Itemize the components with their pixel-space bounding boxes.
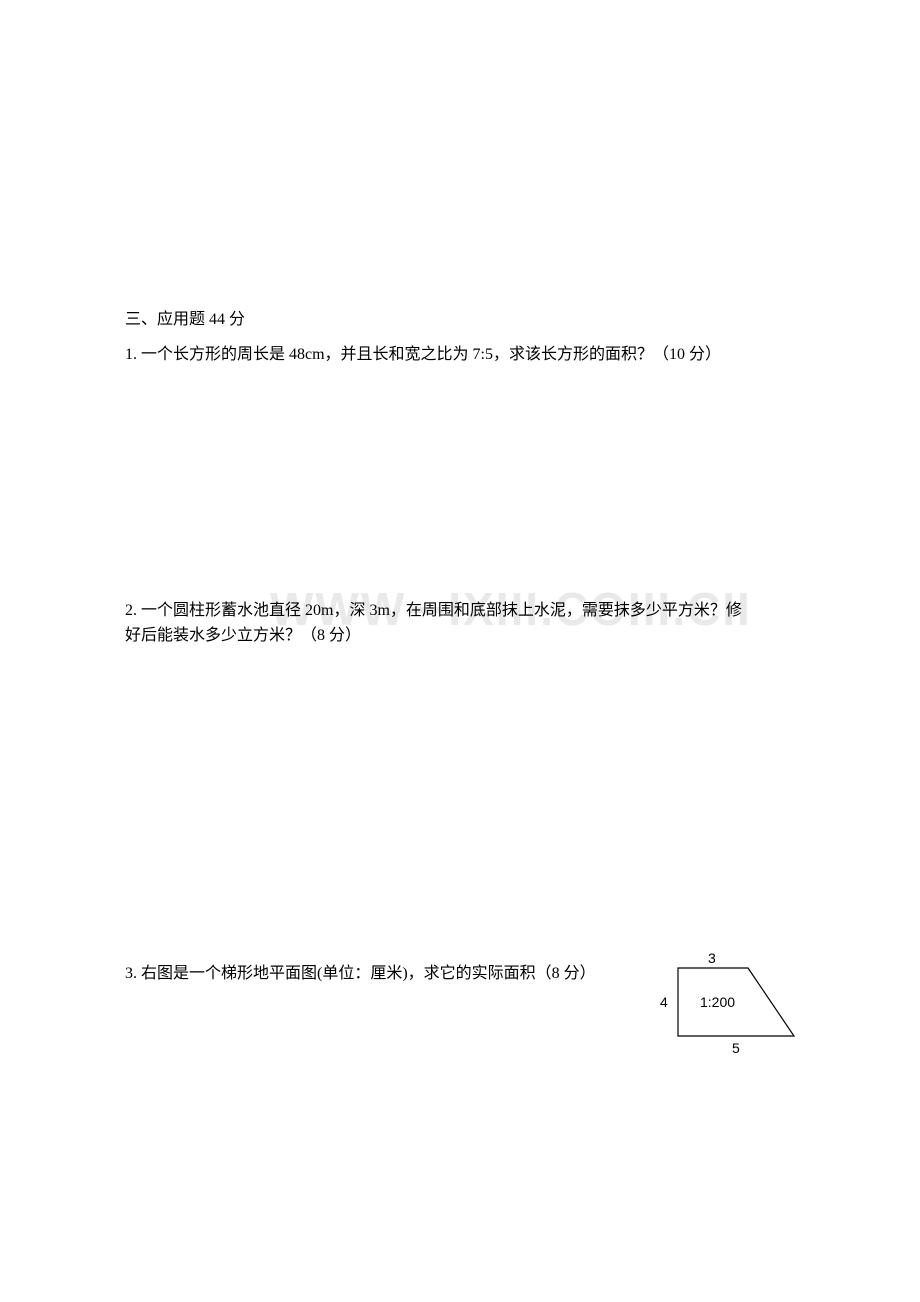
trapezoid-scale-label: 1:200 [700, 994, 735, 1010]
question-3: 3. 右图是一个梯形地平面图(单位：厘米)，求它的实际面积（8 分） [125, 963, 596, 985]
trapezoid-top-label: 3 [708, 950, 716, 966]
trapezoid-left-label: 4 [660, 994, 668, 1010]
section-header: 三、应用题 44 分 [125, 309, 245, 331]
trapezoid-diagram: 3 4 5 1:200 [660, 950, 810, 1060]
page: WWWIXIII.COIII.CII 三、应用题 44 分 1. 一个长方形的周… [0, 0, 920, 1302]
question-2-line-1: 2. 一个圆柱形蓄水池直径 20m，深 3m，在周围和底部抹上水泥，需要抹多少平… [125, 600, 742, 622]
trapezoid-bottom-label: 5 [732, 1040, 740, 1056]
trapezoid-shape [678, 968, 794, 1036]
question-2-line-2: 好后能装水多少立方米？（8 分） [125, 625, 361, 647]
question-1: 1. 一个长方形的周长是 48cm，并且长和宽之比为 7:5，求该长方形的面积？… [125, 344, 721, 366]
